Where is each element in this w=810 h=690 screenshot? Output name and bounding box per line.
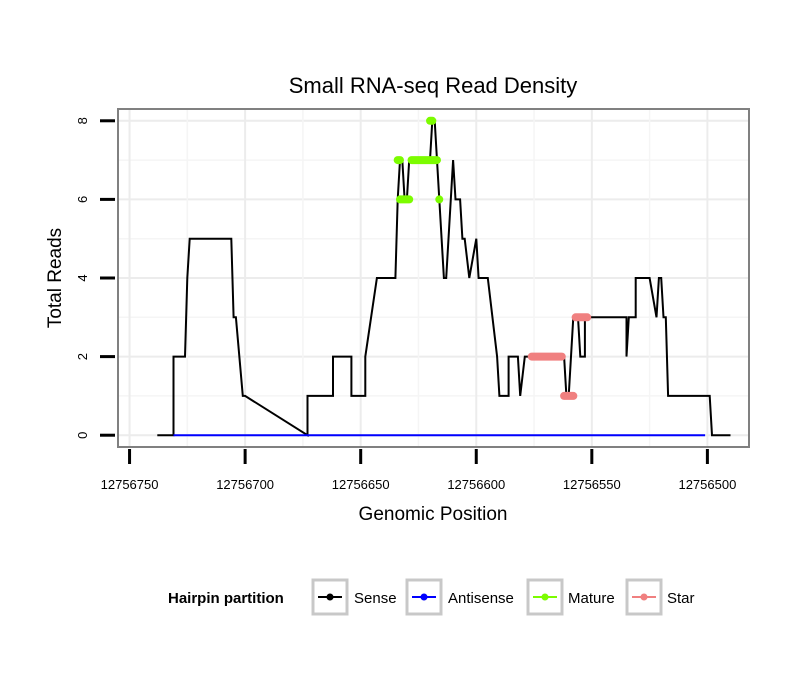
- legend-label-mature: Mature: [568, 590, 615, 607]
- y-tick-label: 0: [75, 432, 90, 439]
- x-tick-label: 12756650: [332, 477, 390, 492]
- x-tick-label: 12756700: [216, 477, 274, 492]
- x-tick-label: 12756750: [101, 477, 159, 492]
- y-axis-label: Total Reads: [45, 228, 66, 328]
- legend-marker-antisense: [420, 593, 428, 601]
- y-tick-label: 4: [75, 274, 90, 281]
- chart-title: Small RNA-seq Read Density: [289, 73, 578, 98]
- sense-series-line: [157, 119, 731, 438]
- x-tick-label: 12756550: [563, 477, 621, 492]
- legend-label-antisense: Antisense: [448, 590, 514, 607]
- legend: Hairpin partition Sense Antisense Mature Sta…: [168, 578, 695, 616]
- x-axis-label: Genomic Position: [359, 504, 508, 525]
- x-axis: 12756750 12756700 12756650 12756600 12756550…: [101, 449, 736, 492]
- x-tick-label: 12756500: [678, 477, 736, 492]
- x-tick-label: 12756600: [447, 477, 505, 492]
- legend-label-sense: Sense: [354, 590, 397, 607]
- y-tick-label: 8: [75, 117, 90, 124]
- legend-title: Hairpin partition: [168, 590, 284, 607]
- series-layer: [157, 116, 731, 438]
- y-tick-label: 2: [75, 353, 90, 360]
- legend-label-star: Star: [667, 590, 695, 607]
- legend-marker-mature: [541, 593, 549, 601]
- legend-marker-sense: [326, 593, 334, 601]
- panel-border: [117, 108, 750, 448]
- legend-marker-star: [640, 593, 648, 601]
- y-tick-label: 6: [75, 196, 90, 203]
- y-axis: 0 2 4 6 8: [75, 117, 115, 439]
